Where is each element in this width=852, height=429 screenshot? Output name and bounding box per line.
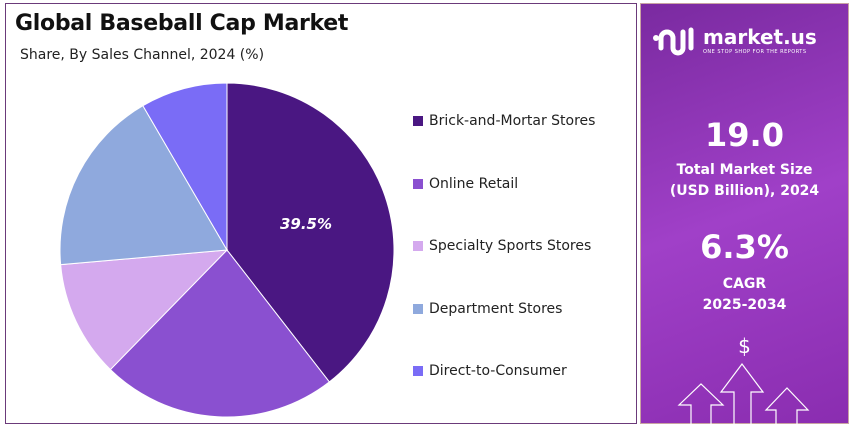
legend-swatch [413, 366, 423, 377]
legend: Brick-and-Mortar Stores Online Retail Spec… [413, 90, 595, 403]
pie-slice [59, 105, 228, 266]
legend-item: Direct-to-Consumer [413, 340, 595, 403]
legend-item: Specialty Sports Stores [413, 215, 595, 278]
legend-item: Online Retail [413, 153, 595, 216]
logo-text-group: market.us ONE STOP SHOP FOR THE REPORTS [703, 26, 817, 56]
chart-title: Global Baseball Cap Market [15, 11, 349, 36]
market-size-label-2: (USD Billion), 2024 [669, 183, 820, 199]
legend-label: Direct-to-Consumer [429, 363, 567, 380]
dollar-icon: $ [738, 334, 751, 358]
pie-slice [226, 82, 395, 383]
market-size-value: 19.0 [705, 116, 784, 154]
legend-swatch [413, 241, 423, 252]
legend-item: Brick-and-Mortar Stores [413, 90, 595, 153]
pie-slice [142, 82, 228, 252]
legend-label: Department Stores [429, 300, 563, 317]
pie-slice [109, 249, 331, 418]
chart-frame [5, 3, 637, 424]
legend-swatch [413, 178, 423, 189]
pie-chart: 39.5% [59, 82, 395, 418]
legend-swatch [413, 303, 423, 314]
logo-tagline: ONE STOP SHOP FOR THE REPORTS [703, 49, 807, 55]
chart-subtitle: Share, By Sales Channel, 2024 (%) [20, 47, 265, 63]
legend-swatch [413, 116, 423, 127]
summary-panel: market.us ONE STOP SHOP FOR THE REPORTS … [640, 3, 849, 425]
market-size-label-1: Total Market Size [676, 162, 813, 178]
cagr-label: CAGR [722, 276, 767, 292]
data-label: 39.5% [280, 215, 332, 233]
cagr-value: 6.3% [700, 228, 789, 266]
legend-label: Brick-and-Mortar Stores [429, 113, 596, 130]
legend-item: Department Stores [413, 278, 595, 341]
pie-slice [60, 249, 229, 371]
logo: market.us ONE STOP SHOP FOR THE REPORTS [651, 26, 817, 56]
logo-icon [653, 27, 694, 56]
legend-label: Specialty Sports Stores [429, 238, 592, 255]
legend-label: Online Retail [429, 175, 519, 192]
growth-arrows-icon [677, 363, 810, 425]
cagr-period: 2025-2034 [702, 297, 787, 313]
logo-text: market.us [703, 25, 817, 49]
